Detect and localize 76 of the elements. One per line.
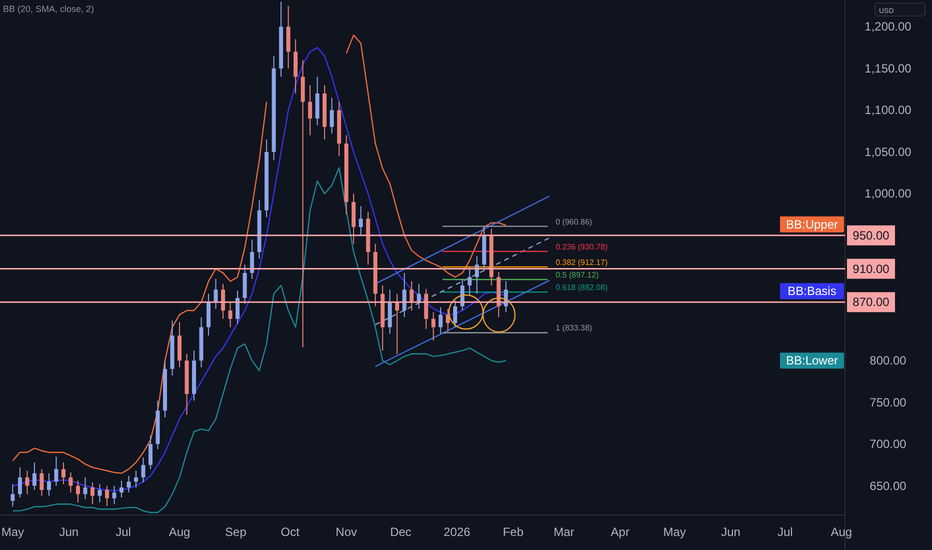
x-tick-label: Feb [502,525,524,539]
y-tick-label: 700.00 [870,437,907,452]
candlestick [308,84,312,136]
y-tick-label: 750.00 [870,395,907,410]
y-tick-label: 1,100.00 [864,103,912,118]
candlestick [300,60,305,348]
candlestick [453,300,458,328]
text: BB:Upper [786,217,838,232]
x-tick-label: Nov [336,525,358,539]
series-label: 0.618 (882.08) [556,283,608,292]
y-tick-label: 650.00 [870,478,907,493]
candlestick [330,97,334,134]
x-tick-label: Aug [168,525,190,539]
candlestick [358,206,363,236]
x-tick-label: Jun [59,525,79,539]
candlestick [90,482,94,505]
x-tick-label: Dec [390,525,412,539]
candlestick [61,462,66,485]
x-tick-label: Jun [721,525,740,539]
candlestick [250,239,254,280]
candlestick [410,280,414,311]
x-tick-label: Oct [280,525,300,539]
candlestick [431,312,436,342]
candlestick [46,472,51,496]
y-tick-label: 1,000.00 [864,186,912,201]
series-label: 0.382 (912.17) [556,258,608,267]
candlestick [416,283,421,310]
candlestick [25,470,30,495]
ref-line-label: 950.00 [852,228,890,242]
candlestick [228,302,232,328]
annotation: BB (20, SMA, close, 2) [3,4,94,14]
candlestick [438,306,443,334]
y-tick-label: 1,050.00 [864,144,912,159]
line-series [12,167,507,514]
candlestick [68,472,73,493]
candlestick [76,480,80,503]
x-tick-label: May [1,525,24,539]
candlestick [98,484,102,503]
y-tick-label: 1,150.00 [864,61,912,76]
ref-line-label: 910.00 [852,262,890,276]
candlestick [83,476,88,500]
series-label: 0 (960.86) [556,217,592,226]
series-label: 1 (833.38) [556,324,592,333]
x-tick-label: Mar [554,525,574,539]
candlestick [148,435,153,470]
candlestick [402,272,406,318]
x-tick-label: Sep [225,525,247,539]
x-tick-label: May [663,525,686,539]
x-tick-label: Jul [116,525,131,539]
text: BB:Lower [786,354,838,368]
candlestick [10,484,15,508]
x-tick-label: 2026 [444,525,471,539]
ref-line-label: 870.00 [852,295,890,310]
candlestick [214,278,218,310]
candlestick [395,293,400,354]
series-label: 0.236 (930.78) [556,242,608,252]
x-tick-label: Aug [830,525,852,539]
candlestick [40,468,44,496]
x-tick-label: Apr [610,525,630,539]
candlestick [18,466,22,498]
text: BB:Basis [788,284,836,298]
candlestick [126,475,131,493]
candlestick [468,266,472,296]
candlestick [54,456,58,486]
candlestick [104,485,109,506]
series-label: 0.5 (897.12) [556,270,600,280]
y-tick-label: 800.00 [870,354,907,368]
y-tick-label: 1,200.00 [864,20,912,34]
candlestick [134,470,138,488]
candlestick [112,485,116,505]
x-tick-label: Jul [777,525,793,539]
candlestick [141,456,146,483]
candlestick [236,290,240,324]
candlestick [221,283,226,320]
candlestick [119,480,124,498]
candlestick [32,462,36,490]
